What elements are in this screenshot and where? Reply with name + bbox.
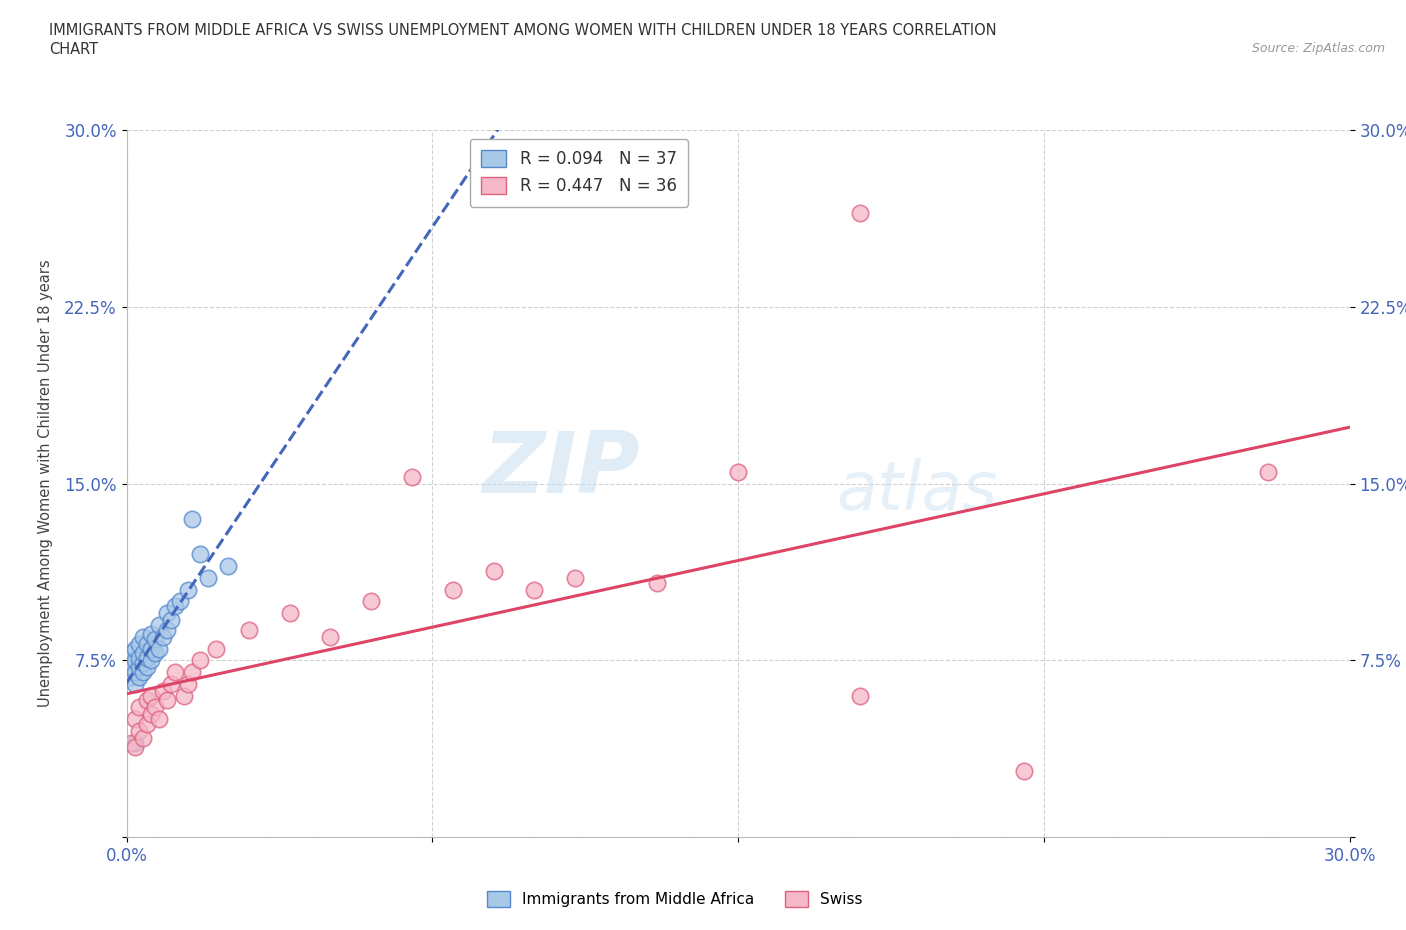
Text: atlas: atlas [837,458,997,524]
Point [238,622,260,637]
Point [165,599,187,614]
Point [180,665,202,680]
Point [143,645,166,660]
Point [564,570,586,585]
Text: ZIP: ZIP [482,428,640,511]
Point [124,736,146,751]
Point [152,630,174,644]
Point [218,559,240,574]
Point [156,622,179,637]
Point [165,665,187,680]
Point [319,630,342,644]
Point [139,688,162,703]
Point [124,740,146,755]
Point [148,618,170,632]
Point [120,645,142,660]
Point [177,676,200,691]
Point [120,736,142,751]
Point [124,653,146,668]
Point [128,724,150,738]
Point [132,630,155,644]
Point [523,582,546,597]
Point [197,570,219,585]
Point [143,631,166,646]
Point [278,605,301,620]
Point [132,645,155,660]
Point [135,660,157,675]
Point [1012,764,1035,778]
Point [124,711,146,726]
Point [135,716,157,731]
Point [124,641,146,656]
Point [128,660,150,675]
Point [132,665,155,680]
Point [128,700,150,715]
Point [128,636,150,651]
Legend: Immigrants from Middle Africa, Swiss: Immigrants from Middle Africa, Swiss [481,884,869,913]
Point [482,564,505,578]
Point [849,688,872,703]
Point [1257,464,1279,479]
Point [180,512,202,526]
Point [205,641,228,656]
Point [148,641,170,656]
Point [120,670,142,684]
Point [139,641,162,656]
Point [173,688,195,703]
Point [360,594,382,609]
Point [441,582,464,597]
Point [401,469,423,484]
Point [188,653,211,668]
Text: Source: ZipAtlas.com: Source: ZipAtlas.com [1251,42,1385,55]
Point [139,653,162,668]
Point [849,206,872,220]
Text: CHART: CHART [49,42,98,57]
Point [132,731,155,746]
Point [188,547,211,562]
Point [128,650,150,665]
Point [148,711,170,726]
Point [132,656,155,671]
Point [177,582,200,597]
Point [128,670,150,684]
Point [124,665,146,680]
Y-axis label: Unemployment Among Women with Children Under 18 years: Unemployment Among Women with Children U… [38,259,53,708]
Point [152,684,174,698]
Point [120,660,142,675]
Point [139,627,162,642]
Point [169,594,191,609]
Point [645,575,668,590]
Point [727,464,749,479]
Point [143,700,166,715]
Text: IMMIGRANTS FROM MIDDLE AFRICA VS SWISS UNEMPLOYMENT AMONG WOMEN WITH CHILDREN UN: IMMIGRANTS FROM MIDDLE AFRICA VS SWISS U… [49,23,997,38]
Legend: R = 0.094   N = 37, R = 0.447   N = 36: R = 0.094 N = 37, R = 0.447 N = 36 [470,139,689,206]
Point [124,676,146,691]
Point [139,707,162,722]
Point [156,693,179,708]
Point [135,693,157,708]
Point [135,636,157,651]
Point [160,676,183,691]
Point [135,650,157,665]
Point [156,605,179,620]
Point [160,613,183,628]
